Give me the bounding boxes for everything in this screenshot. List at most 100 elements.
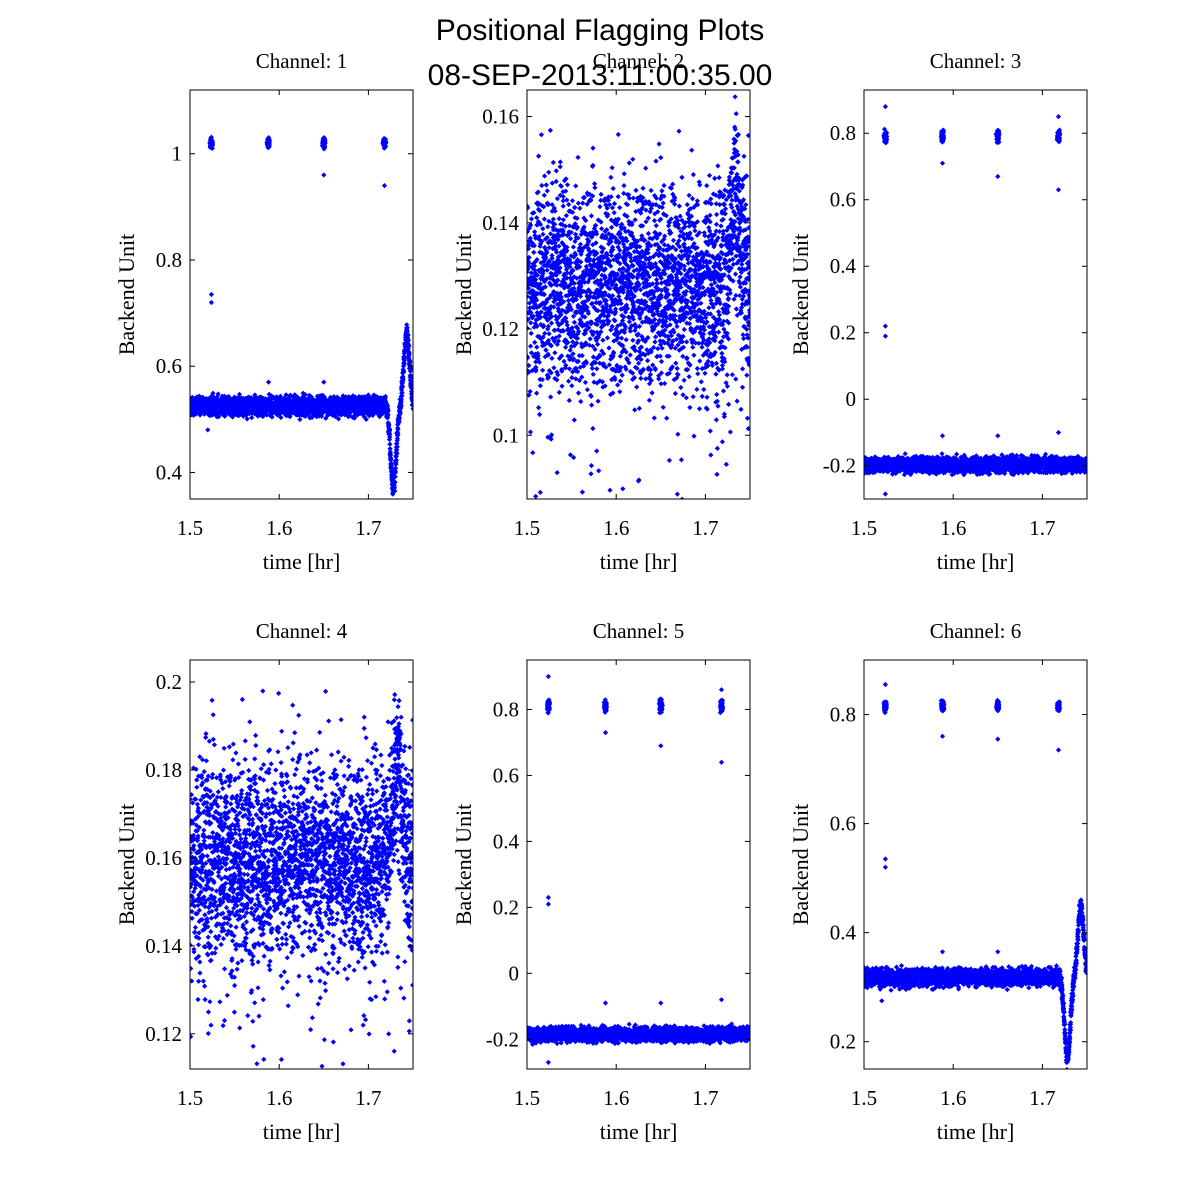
data-point [623, 349, 629, 355]
data-point [388, 460, 394, 466]
data-point [569, 325, 575, 331]
data-point [687, 362, 693, 368]
data-point [597, 353, 603, 359]
data-point [634, 249, 640, 255]
data-point [528, 350, 535, 356]
data-point [546, 258, 552, 264]
data-point [534, 310, 540, 316]
data-point [691, 204, 697, 210]
x-tick-label: 1.6 [266, 516, 292, 540]
data-point [646, 317, 653, 323]
data-point [639, 319, 645, 325]
data-point [385, 415, 391, 421]
data-point [601, 322, 607, 328]
data-point [701, 386, 707, 393]
data-point [598, 277, 604, 283]
data-point [548, 343, 554, 349]
data-point [691, 286, 697, 292]
data-point [392, 474, 398, 480]
data-point [553, 243, 559, 249]
data-point [568, 307, 575, 313]
data-point [574, 265, 580, 271]
data-point [550, 159, 556, 166]
data-point [540, 268, 546, 274]
data-point [676, 238, 682, 244]
data-point [537, 290, 543, 296]
data-point [646, 263, 652, 269]
data-point [532, 339, 538, 345]
data-point [652, 211, 658, 217]
data-point [387, 441, 393, 447]
data-point [668, 216, 674, 222]
data-point [632, 217, 638, 223]
data-point [664, 261, 670, 267]
data-point [556, 314, 562, 320]
data-point [623, 282, 629, 288]
data-point [558, 312, 564, 318]
data-point [691, 308, 698, 314]
data-point [636, 304, 642, 310]
data-point [661, 254, 667, 260]
data-point [555, 237, 561, 243]
data-point [573, 183, 579, 189]
data-point [382, 143, 388, 149]
data-point [675, 342, 681, 348]
data-point [662, 340, 668, 346]
data-point [585, 310, 591, 316]
data-point [658, 358, 665, 365]
data-point [543, 254, 549, 261]
data-point [555, 277, 561, 283]
data-point [682, 304, 688, 310]
data-point [603, 235, 609, 241]
data-point [658, 216, 664, 222]
data-point [588, 290, 594, 296]
data-point [569, 198, 576, 204]
data-point [360, 412, 366, 418]
data-point [556, 333, 562, 339]
data-point [530, 313, 536, 319]
data-point [676, 347, 682, 353]
data-point [702, 289, 708, 295]
data-point [603, 281, 609, 288]
data-point [671, 292, 677, 298]
data-point [570, 209, 576, 215]
data-point [302, 392, 308, 398]
data-point [347, 413, 353, 419]
data-point [545, 224, 551, 230]
data-point [563, 176, 569, 182]
data-point [620, 275, 626, 281]
data-point [311, 411, 317, 417]
data-point [527, 242, 532, 248]
data-point [386, 422, 392, 428]
data-point [543, 347, 549, 353]
data-point [547, 341, 553, 347]
data-point [697, 261, 703, 267]
data-point [576, 304, 582, 310]
data-point [670, 244, 676, 250]
data-point [567, 257, 573, 263]
data-point [645, 350, 652, 356]
data-point [572, 215, 578, 221]
data-point [633, 286, 639, 292]
data-point [630, 195, 636, 201]
data-point [614, 286, 620, 292]
data-point [551, 365, 557, 371]
data-point [401, 369, 407, 375]
data-point [652, 339, 658, 345]
data-point [561, 358, 567, 364]
data-point [549, 355, 555, 361]
data-point [568, 229, 574, 235]
data-point [652, 316, 658, 323]
data-point [574, 215, 580, 221]
data-point [527, 264, 531, 270]
data-point [578, 283, 584, 289]
data-point [659, 345, 665, 351]
data-point [539, 339, 545, 345]
data-point [690, 344, 696, 350]
data-point [551, 289, 557, 295]
data-point [528, 320, 534, 326]
data-point [642, 261, 648, 267]
data-point [402, 347, 408, 353]
data-point [268, 393, 274, 399]
data-point [684, 273, 691, 279]
